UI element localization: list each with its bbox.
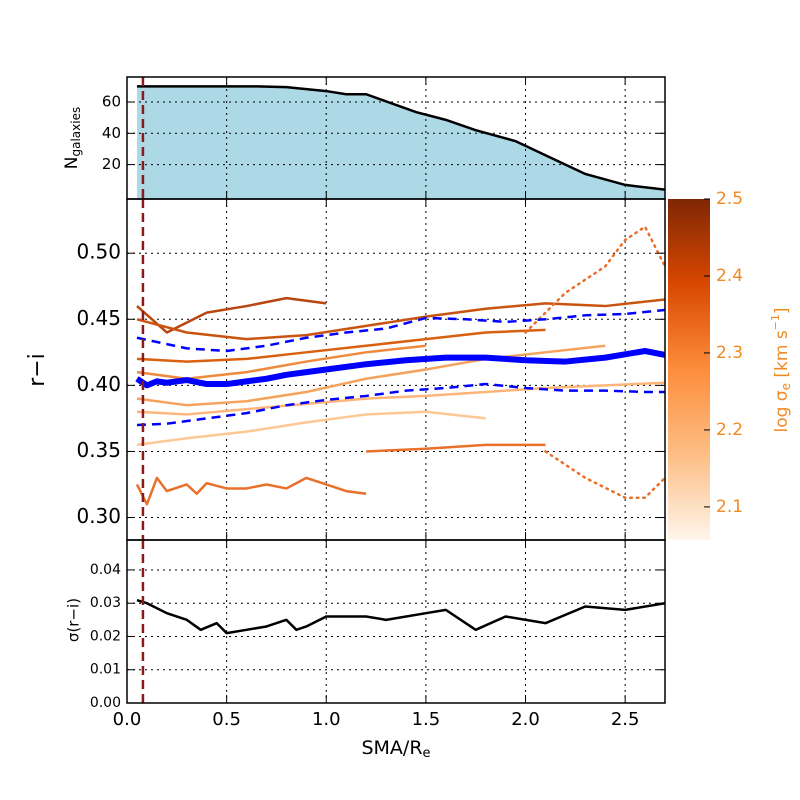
- y-tick-label: 0.00: [90, 695, 121, 711]
- series-line: [136, 344, 427, 381]
- series-line: [135, 476, 367, 506]
- colorbar-tick-label: 2.1: [716, 497, 743, 517]
- series-line: [524, 225, 665, 334]
- label-main: N: [62, 157, 82, 170]
- area-line: [136, 85, 665, 191]
- x-tick-label: 0.0: [113, 709, 142, 730]
- y-tick-label: 0.30: [76, 504, 121, 528]
- y-tick-label: 0.01: [90, 662, 121, 678]
- y-tick-label: 0.50: [76, 240, 121, 264]
- colorbar-tick-label: 2.3: [716, 343, 743, 363]
- x-tick-label: 1.0: [312, 709, 341, 730]
- y-tick-label: 0.35: [76, 438, 121, 462]
- plot-area: [127, 540, 665, 703]
- x-tick-label: 1.5: [412, 709, 441, 730]
- label-part: [km s: [772, 330, 792, 383]
- series-line: [136, 410, 486, 447]
- series-line: [544, 450, 665, 499]
- series-line: [136, 308, 665, 353]
- label-sub: e: [779, 383, 793, 390]
- panel-frame: [126, 539, 666, 704]
- series-line: [136, 599, 665, 635]
- plot-area: [127, 199, 665, 540]
- colorbar-tick-label: 2.2: [716, 420, 743, 440]
- panel: 0.00 0.01 0.02 0.03 0.04 0.0 0.5 1.0 1.5 2.0 2.5: [90, 539, 666, 730]
- x-tick-label: 0.5: [212, 709, 241, 730]
- y-tick-label: 0.45: [76, 306, 121, 330]
- series-line: [136, 344, 606, 407]
- x-axis-label: SMA/Re: [361, 737, 430, 761]
- label-part: log σ: [772, 390, 792, 432]
- y-tick-label: 20: [102, 155, 121, 173]
- series-line: [136, 328, 546, 363]
- label-sub: e: [423, 746, 431, 761]
- label-sup: −1: [769, 314, 782, 330]
- x-tick-label: 2.5: [611, 709, 640, 730]
- panel-frame: [126, 198, 666, 541]
- label-sub: galaxies: [69, 107, 83, 157]
- series-line: [136, 382, 665, 427]
- y-tick-label: 0.04: [90, 562, 121, 578]
- y-axis-label: σ(r−i): [65, 598, 83, 642]
- panel: 0.30 0.35 0.40 0.45 0.50 2.1 2.2 2.3 2.4 2.5: [76, 189, 743, 541]
- x-tick-label: 2.0: [511, 709, 540, 730]
- y-tick-label: 0.03: [90, 595, 121, 611]
- series-line: [135, 347, 665, 389]
- panel: 20 40 60: [102, 76, 666, 200]
- label-main: SMA/R: [361, 737, 422, 759]
- y-tick-label: 0.02: [90, 628, 121, 644]
- y-axis-label: Ngalaxies: [62, 107, 83, 169]
- series-line: [136, 381, 665, 416]
- series-line: [366, 443, 546, 453]
- colorbar: [668, 199, 710, 540]
- label-part: ]: [772, 307, 792, 314]
- colorbar-tick-label: 2.4: [716, 266, 743, 286]
- area: [136, 86, 665, 199]
- colorbar-tick-label: 2.5: [716, 189, 743, 209]
- y-tick-label: 60: [102, 93, 121, 111]
- plot-area: [127, 77, 665, 199]
- y-axis-label: r−i: [25, 353, 50, 387]
- series-line: [136, 298, 665, 341]
- y-tick-label: 0.40: [76, 372, 121, 396]
- colorbar-label: log σe [km s−1]: [769, 307, 793, 432]
- series-line: [136, 296, 327, 334]
- y-tick-label: 40: [102, 124, 121, 142]
